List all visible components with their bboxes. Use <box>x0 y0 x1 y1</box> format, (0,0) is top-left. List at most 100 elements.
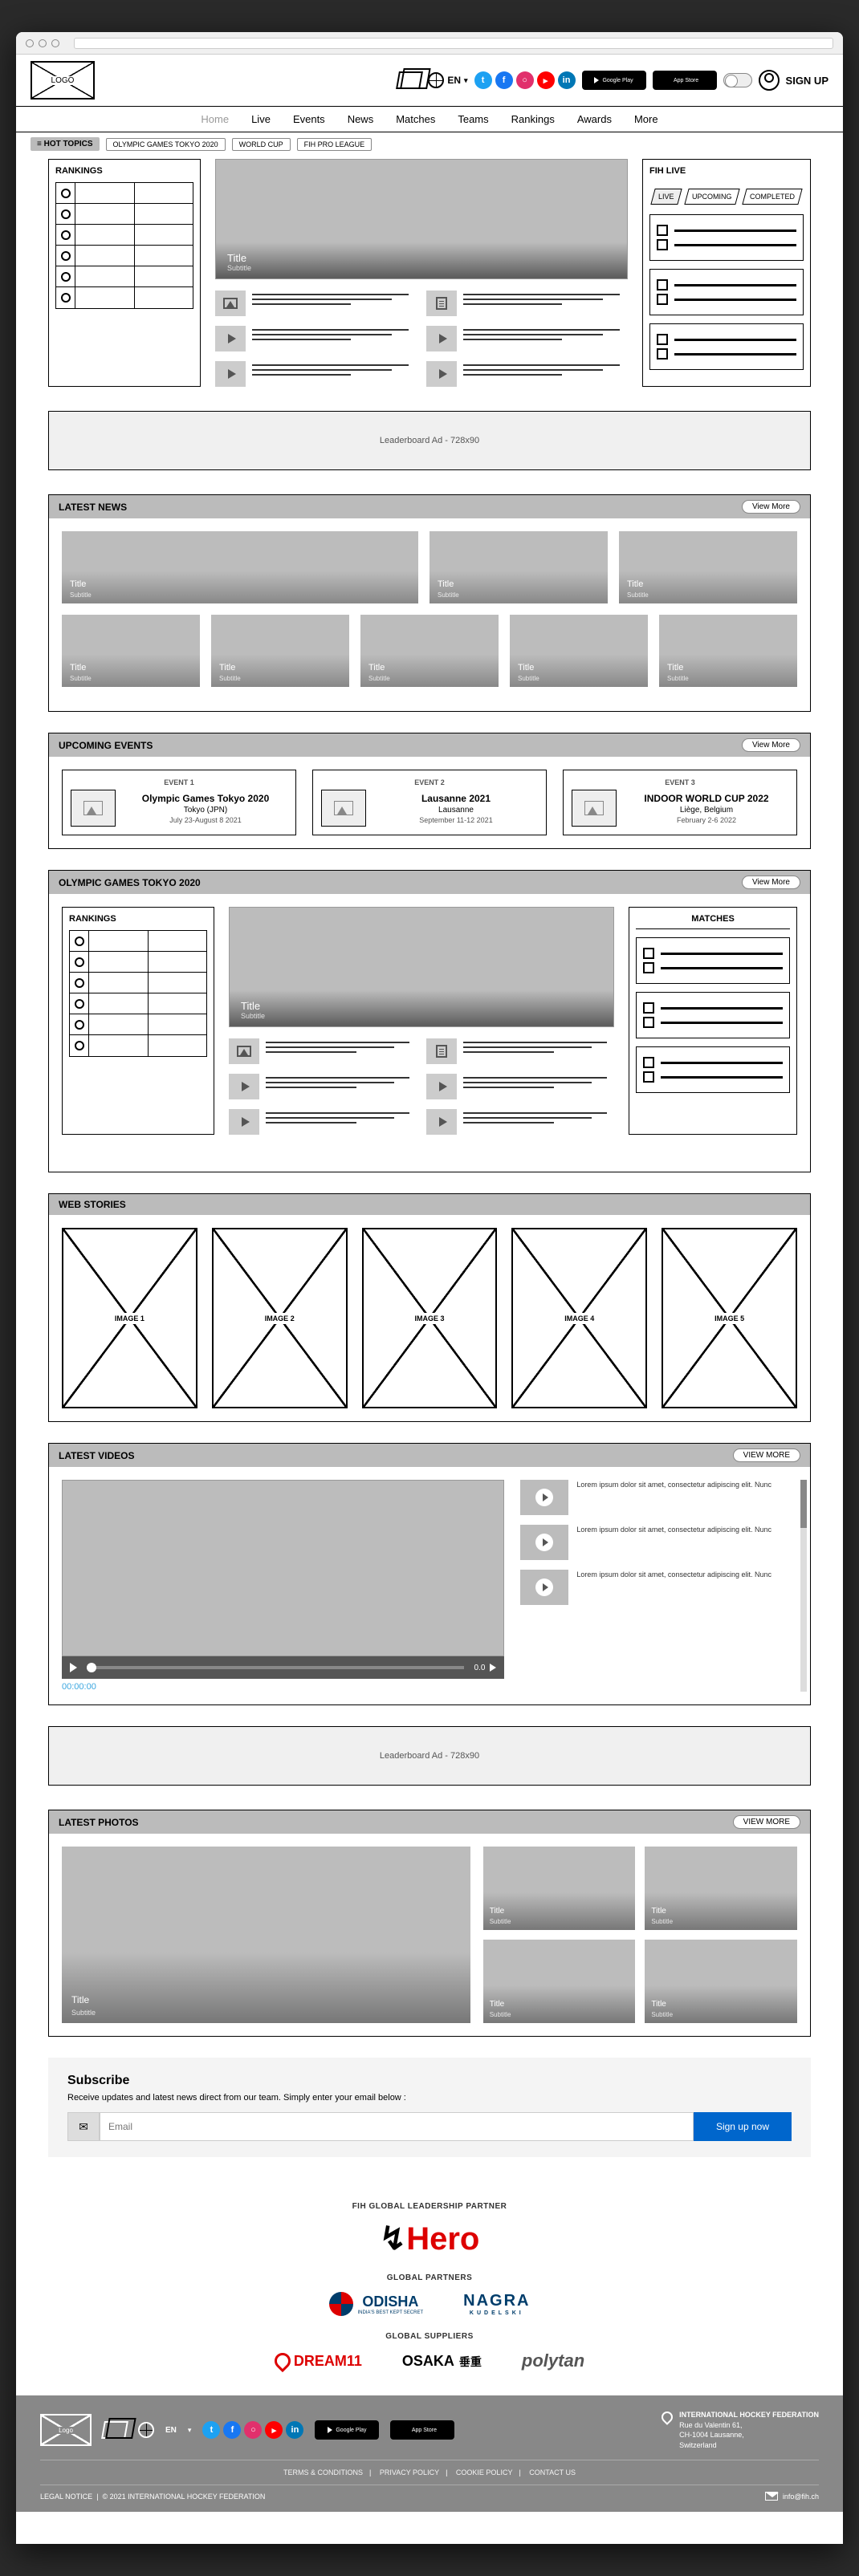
nav-awards[interactable]: Awards <box>577 113 612 125</box>
photo-card[interactable]: TitleSubtitle <box>645 1847 797 1930</box>
video-item[interactable]: Lorem ipsum dolor sit amet, consectetur … <box>520 1570 797 1605</box>
event-card[interactable]: EVENT 1Olympic Games Tokyo 2020Tokyo (JP… <box>62 770 296 835</box>
instagram-icon[interactable]: ○ <box>516 71 534 89</box>
footer-globe-icon[interactable] <box>138 2422 154 2438</box>
news-card[interactable]: TitleSubtitle <box>659 615 797 687</box>
mini-item[interactable] <box>215 291 417 316</box>
signup-button[interactable]: SIGN UP <box>786 75 828 87</box>
news-card[interactable]: TitleSubtitle <box>211 615 349 687</box>
nav-rankings[interactable]: Rankings <box>511 113 555 125</box>
footer-linkedin-icon[interactable]: in <box>286 2421 303 2439</box>
nav-events[interactable]: Events <box>293 113 325 125</box>
footer-legal[interactable]: LEGAL NOTICE <box>40 2493 92 2501</box>
facebook-icon[interactable]: f <box>495 71 513 89</box>
rank-row[interactable] <box>56 183 193 204</box>
nav-home[interactable]: Home <box>201 113 229 125</box>
osaka-logo[interactable]: OSAKA垂重 <box>402 2353 482 2370</box>
video-item[interactable]: Lorem ipsum dolor sit amet, consectetur … <box>520 1525 797 1560</box>
linkedin-icon[interactable]: in <box>558 71 576 89</box>
hot-tag[interactable]: WORLD CUP <box>232 138 291 151</box>
olympic-hero[interactable]: Title Subtitle <box>229 907 614 1027</box>
footer-link[interactable]: TERMS & CONDITIONS <box>283 2468 363 2476</box>
mini-item[interactable] <box>229 1074 417 1099</box>
news-card[interactable]: TitleSubtitle <box>619 531 797 603</box>
mini-item[interactable] <box>215 326 417 351</box>
google-play-button[interactable]: Google Play <box>582 71 646 90</box>
rank-row[interactable] <box>70 993 206 1014</box>
match-card[interactable] <box>649 269 804 315</box>
hot-tag[interactable]: OLYMPIC GAMES TOKYO 2020 <box>106 138 226 151</box>
mini-item[interactable] <box>229 1038 417 1064</box>
rank-row[interactable] <box>56 246 193 266</box>
mini-item[interactable] <box>426 1109 614 1135</box>
photo-large[interactable]: Title Subtitle <box>62 1847 470 2023</box>
news-viewmore[interactable]: View More <box>742 500 800 514</box>
footer-lang[interactable]: EN <box>165 2426 177 2435</box>
event-card[interactable]: EVENT 2Lausanne 2021LausanneSeptember 11… <box>312 770 547 835</box>
profile-icon[interactable] <box>759 70 780 91</box>
youtube-icon[interactable]: ▸ <box>537 71 555 89</box>
mini-item[interactable] <box>426 1074 614 1099</box>
nav-matches[interactable]: Matches <box>396 113 435 125</box>
news-card[interactable]: TitleSubtitle <box>62 531 418 603</box>
hero-logo[interactable]: ↯Hero <box>48 2220 811 2257</box>
nav-more[interactable]: More <box>634 113 658 125</box>
rank-row[interactable] <box>70 952 206 973</box>
theme-toggle[interactable] <box>723 73 752 87</box>
videos-viewmore[interactable]: VIEW MORE <box>733 1448 800 1462</box>
hero-image[interactable]: Title Subtitle <box>215 159 628 279</box>
site-logo[interactable]: LOGO <box>31 61 95 100</box>
nav-teams[interactable]: Teams <box>458 113 488 125</box>
mini-item[interactable] <box>229 1109 417 1135</box>
match-card[interactable] <box>649 214 804 261</box>
rank-row[interactable] <box>56 225 193 246</box>
mini-item[interactable] <box>426 291 628 316</box>
fih-tab-completed[interactable]: COMPLETED <box>742 189 802 205</box>
story-card[interactable]: IMAGE 3 <box>362 1228 498 1408</box>
mini-item[interactable] <box>215 361 417 387</box>
nagra-logo[interactable]: NAGRAKUDELSKI <box>463 2292 530 2316</box>
video-scrollbar[interactable] <box>800 1480 807 1692</box>
rank-row[interactable] <box>56 266 193 287</box>
photos-viewmore[interactable]: VIEW MORE <box>733 1815 800 1829</box>
event-card[interactable]: EVENT 3INDOOR WORLD CUP 2022Liège, Belgi… <box>563 770 797 835</box>
rank-row[interactable] <box>70 973 206 993</box>
video-player[interactable] <box>62 1480 504 1656</box>
address-bar[interactable] <box>74 38 833 49</box>
twitter-icon[interactable]: t <box>474 71 492 89</box>
footer-app-store[interactable]: App Store <box>390 2420 454 2440</box>
email-input[interactable] <box>100 2112 694 2141</box>
nav-news[interactable]: News <box>348 113 374 125</box>
news-card[interactable]: TitleSubtitle <box>360 615 499 687</box>
mini-item[interactable] <box>426 326 628 351</box>
hot-tag[interactable]: FIH PRO LEAGUE <box>297 138 373 151</box>
footer-email[interactable]: info@fih.ch <box>765 2492 819 2501</box>
fih-tab-live[interactable]: LIVE <box>650 189 682 205</box>
footer-instagram-icon[interactable]: ○ <box>244 2421 262 2439</box>
fih-tab-upcoming[interactable]: UPCOMING <box>684 189 739 205</box>
footer-logo[interactable]: Logo <box>40 2414 92 2446</box>
mini-item[interactable] <box>426 1038 614 1064</box>
tickets-icon[interactable] <box>396 71 423 89</box>
footer-twitter-icon[interactable]: t <box>202 2421 220 2439</box>
match-card[interactable] <box>649 323 804 370</box>
rank-row[interactable] <box>56 287 193 308</box>
story-card[interactable]: IMAGE 4 <box>511 1228 647 1408</box>
odisha-logo[interactable]: ODISHAINDIA'S BEST KEPT SECRET <box>329 2292 424 2316</box>
match-card[interactable] <box>636 937 790 984</box>
volume-icon[interactable] <box>490 1664 496 1672</box>
news-card[interactable]: TitleSubtitle <box>430 531 608 603</box>
story-card[interactable]: IMAGE 2 <box>212 1228 348 1408</box>
mini-item[interactable] <box>426 361 628 387</box>
news-card[interactable]: TitleSubtitle <box>510 615 648 687</box>
photo-card[interactable]: TitleSubtitle <box>645 1940 797 2023</box>
footer-tickets-icon[interactable] <box>101 2421 128 2439</box>
footer-link[interactable]: CONTACT US <box>529 2468 576 2476</box>
dream11-logo[interactable]: DREAM11 <box>275 2353 362 2370</box>
play-icon[interactable] <box>70 1663 77 1672</box>
polytan-logo[interactable]: polytan <box>522 2350 584 2371</box>
rank-row[interactable] <box>70 1035 206 1056</box>
nav-live[interactable]: Live <box>251 113 271 125</box>
events-viewmore[interactable]: View More <box>742 738 800 752</box>
language-selector[interactable]: EN▾ <box>428 72 467 88</box>
